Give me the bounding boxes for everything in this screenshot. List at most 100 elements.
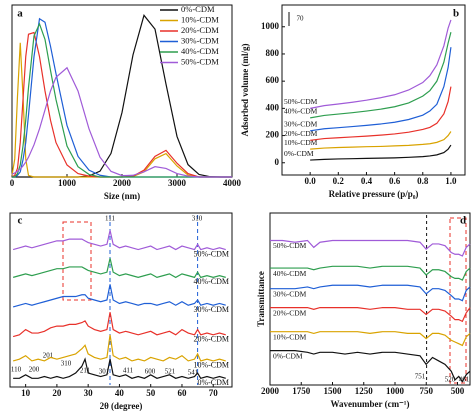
x-tick-label: 500 <box>451 386 465 396</box>
y-tick-label: 1000 <box>261 21 280 31</box>
series-line <box>12 22 232 178</box>
x-tick-label: 40 <box>115 388 125 398</box>
series-line <box>270 331 471 347</box>
x-tick-label: 2000 <box>261 386 280 396</box>
x-tick-label: 0.0 <box>305 176 317 186</box>
x-tick-label: 0.2 <box>333 176 345 186</box>
y-tick-label: 0 <box>275 157 280 167</box>
series-line <box>12 312 226 338</box>
annotation: 411 <box>123 367 134 375</box>
series-label: 40%-CDM <box>284 107 318 116</box>
highlight-box <box>62 221 92 301</box>
panel-label: a <box>17 8 23 20</box>
x-tick-label: 4000 <box>223 178 242 188</box>
legend-label: 0%-CDM <box>181 4 215 14</box>
x-tick-label: 20 <box>52 388 62 398</box>
series-line <box>310 32 452 119</box>
x-axis-label: Wavenumber (cm⁻¹) <box>330 399 409 409</box>
plot-frame <box>281 4 466 176</box>
x-tick-label: 10 <box>21 388 31 398</box>
x-axis-label: Size (nm) <box>104 191 140 201</box>
x-axis-label: 2θ (degree) <box>100 401 143 411</box>
series-label: 40%-CDM <box>273 269 307 278</box>
series-label: 30%-CDM <box>284 120 318 129</box>
series-label: 20%-CDM <box>273 308 307 317</box>
x-tick-label: 1750 <box>292 386 311 396</box>
series-line <box>310 47 452 132</box>
x-tick-label: 60 <box>177 388 187 398</box>
highlight-box <box>449 217 467 384</box>
series-label: 50%-CDM <box>284 97 318 106</box>
x-tick-label: 1.0 <box>445 176 457 186</box>
series-label: 20%-CDM <box>193 335 229 344</box>
series-line <box>270 239 471 257</box>
annotation: 461 <box>459 376 470 384</box>
x-axis-label: Relative pressure (p/p₀) <box>329 189 419 199</box>
annotation: 211 <box>80 367 91 375</box>
panel-label: d <box>460 215 466 227</box>
series-line <box>12 230 226 251</box>
annotation: 111 <box>105 215 115 223</box>
legend-label: 10%-CDM <box>181 14 219 24</box>
x-tick-label: 50 <box>146 388 156 398</box>
x-tick-label: 30 <box>84 388 94 398</box>
series-line <box>270 265 471 281</box>
annotation: 751 <box>415 373 426 381</box>
x-tick-label: 2000 <box>113 178 132 188</box>
annotation: 310 <box>61 360 72 368</box>
plot-frame <box>269 212 471 386</box>
series-label: 30%-CDM <box>273 289 307 298</box>
y-tick-label: 400 <box>266 102 280 112</box>
series-label: 0%-CDM <box>273 351 303 360</box>
annotation: 600 <box>145 368 156 376</box>
series-line <box>270 350 471 383</box>
panel-label: b <box>453 8 459 20</box>
x-tick-label: 0.8 <box>417 176 429 186</box>
plot-frame <box>9 212 233 388</box>
series-line <box>11 31 232 178</box>
y-tick-label: 600 <box>266 75 280 85</box>
series-line <box>270 284 471 302</box>
annotation: 310 <box>192 215 203 223</box>
series-label: 30%-CDM <box>193 305 229 314</box>
annotation: 541 <box>188 369 199 377</box>
series-line <box>270 307 471 323</box>
x-tick-label: 0 <box>10 178 15 188</box>
x-tick-label: 1250 <box>355 386 374 396</box>
series-line <box>310 131 452 150</box>
panel-label: c <box>18 215 23 227</box>
legend-label: 50%-CDM <box>181 56 219 66</box>
y-axis-label: Adsorbed volume (ml/g) <box>240 44 250 137</box>
series-label: 20%-CDM <box>284 129 318 138</box>
legend-label: 20%-CDM <box>181 25 219 35</box>
annotation: 301 <box>99 368 110 376</box>
x-tick-label: 750 <box>420 386 434 396</box>
x-tick-label: 0.6 <box>389 176 401 186</box>
annotation: 520 <box>445 376 456 384</box>
annotation: 110 <box>11 366 22 374</box>
series-label: 50%-CDM <box>273 241 307 250</box>
series-label: 10%-CDM <box>273 332 307 341</box>
annotation: 200 <box>29 366 40 374</box>
series-label: 10%-CDM <box>284 138 318 147</box>
series-label: 0%-CDM <box>197 378 229 387</box>
y-tick-label: 800 <box>266 48 280 58</box>
series-label: 50%-CDM <box>193 249 229 258</box>
legend-label: 30%-CDM <box>181 35 219 45</box>
x-tick-label: 0.4 <box>361 176 373 186</box>
x-tick-label: 1000 <box>58 178 77 188</box>
series-line <box>12 284 226 308</box>
series-label: 40%-CDM <box>193 277 229 286</box>
series-line <box>12 258 226 279</box>
x-tick-label: 70 <box>209 388 219 398</box>
series-line <box>12 334 226 362</box>
series-line <box>13 357 226 380</box>
series-line <box>310 86 452 141</box>
x-tick-label: 1000 <box>386 386 405 396</box>
x-tick-label: 1500 <box>324 386 343 396</box>
y-axis-label: Transmittance <box>256 271 266 327</box>
annotation: 70 <box>297 15 305 23</box>
series-label: 10%-CDM <box>193 361 229 370</box>
